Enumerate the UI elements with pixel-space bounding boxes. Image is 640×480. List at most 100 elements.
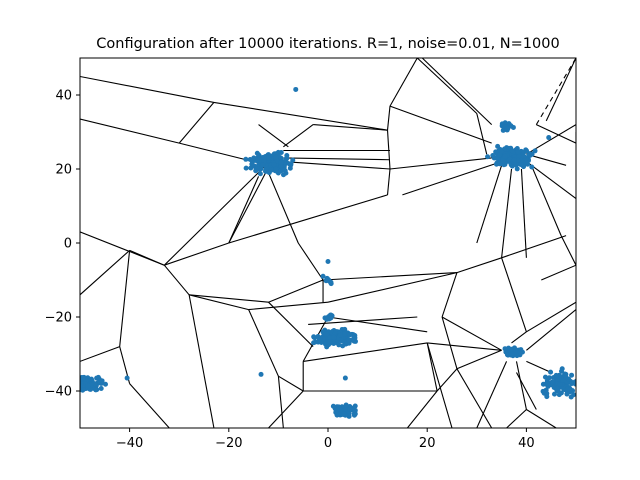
data-point	[502, 153, 508, 159]
y-axis: −40 −20 0 20 40	[45, 89, 80, 400]
voronoi-edge	[441, 316, 502, 351]
data-point	[330, 403, 336, 409]
data-point	[243, 165, 249, 171]
voronoi-edge-dashed	[535, 58, 576, 125]
voronoi-edge	[476, 361, 508, 428]
voronoi-edge	[327, 316, 428, 333]
voronoi-edge	[426, 342, 438, 392]
data-point	[504, 125, 510, 131]
voronoi-edge	[545, 58, 576, 122]
data-point	[282, 168, 288, 174]
data-point	[493, 149, 499, 155]
data-point	[553, 372, 559, 378]
voronoi-edge	[278, 375, 304, 392]
data-point	[253, 168, 259, 174]
data-point	[273, 154, 279, 160]
voronoi-edge	[248, 301, 329, 311]
data-point	[514, 166, 520, 172]
voronoi-edge	[506, 409, 527, 428]
voronoi-edge	[386, 130, 391, 170]
data-point	[567, 387, 573, 393]
data-point	[124, 375, 130, 381]
data-point	[563, 375, 569, 381]
data-point	[325, 259, 331, 264]
voronoi-edge	[501, 235, 567, 259]
x-tick-label: 0	[324, 436, 332, 451]
data-point	[485, 154, 491, 160]
voronoi-edge	[515, 372, 537, 410]
data-point	[293, 86, 299, 92]
data-point	[548, 369, 554, 375]
voronoi-edge	[267, 172, 299, 244]
data-point	[509, 148, 515, 154]
voronoi-edge	[389, 58, 418, 107]
data-point	[558, 390, 564, 396]
data-point	[549, 379, 555, 385]
voronoi-edge	[406, 390, 438, 428]
voronoi-edge	[530, 165, 562, 236]
data-point	[557, 381, 563, 387]
voronoi-edge	[386, 106, 391, 131]
data-point	[343, 406, 349, 412]
y-tick-label: 40	[55, 89, 72, 104]
x-axis: −40 −20 0 20 40	[116, 428, 535, 451]
data-point	[328, 281, 334, 287]
y-tick-label: 20	[55, 163, 72, 178]
voronoi-edge	[179, 142, 254, 163]
data-point	[496, 161, 502, 167]
voronoi-edge	[416, 58, 478, 114]
voronoi-edge	[386, 168, 391, 195]
data-point	[540, 381, 546, 387]
voronoi-edge	[526, 360, 552, 374]
data-point	[568, 394, 574, 400]
data-point	[334, 407, 340, 413]
voronoi-edge	[163, 157, 274, 266]
voronoi-edge	[283, 161, 391, 170]
y-tick-label: −40	[45, 385, 72, 400]
data-point	[352, 335, 358, 341]
voronoi-edge	[80, 249, 130, 296]
x-tick-label: −20	[215, 436, 242, 451]
voronoi-edge	[526, 409, 557, 428]
voronoi-edge	[119, 250, 131, 347]
data-point	[347, 407, 353, 413]
data-point	[545, 381, 551, 387]
data-point	[352, 407, 358, 413]
data-point	[509, 352, 515, 358]
voronoi-edge	[426, 342, 453, 428]
data-point	[569, 372, 575, 378]
data-point	[515, 157, 521, 163]
data-point	[554, 386, 560, 392]
data-point	[551, 391, 557, 397]
x-tick-label: 20	[419, 436, 436, 451]
voronoi-edge	[501, 257, 527, 332]
voronoi-edge	[389, 105, 492, 144]
data-point	[85, 383, 91, 389]
data-point	[564, 391, 570, 397]
data-point	[504, 352, 510, 358]
voronoi-edge	[80, 346, 120, 362]
voronoi-edge	[323, 272, 457, 281]
voronoi-edge	[277, 376, 284, 428]
data-point	[320, 329, 326, 335]
voronoi-edge	[560, 235, 576, 266]
data-point	[343, 402, 349, 408]
data-point	[87, 386, 93, 392]
data-point	[341, 331, 347, 337]
voronoi-edge	[258, 124, 289, 148]
data-point	[316, 337, 322, 343]
voronoi-edge	[303, 342, 428, 362]
voronoi-edge	[189, 294, 269, 303]
data-point	[102, 381, 108, 387]
voronoi-edge	[421, 58, 493, 125]
data-point	[261, 154, 267, 160]
chart-title: Configuration after 10000 iterations. R=…	[96, 36, 559, 52]
voronoi-edges	[80, 58, 576, 428]
data-point	[532, 148, 538, 154]
data-point	[249, 161, 255, 167]
data-point	[260, 162, 266, 168]
data-point	[324, 316, 330, 322]
data-point	[284, 153, 290, 159]
data-point	[256, 152, 262, 158]
data-point	[93, 387, 99, 393]
